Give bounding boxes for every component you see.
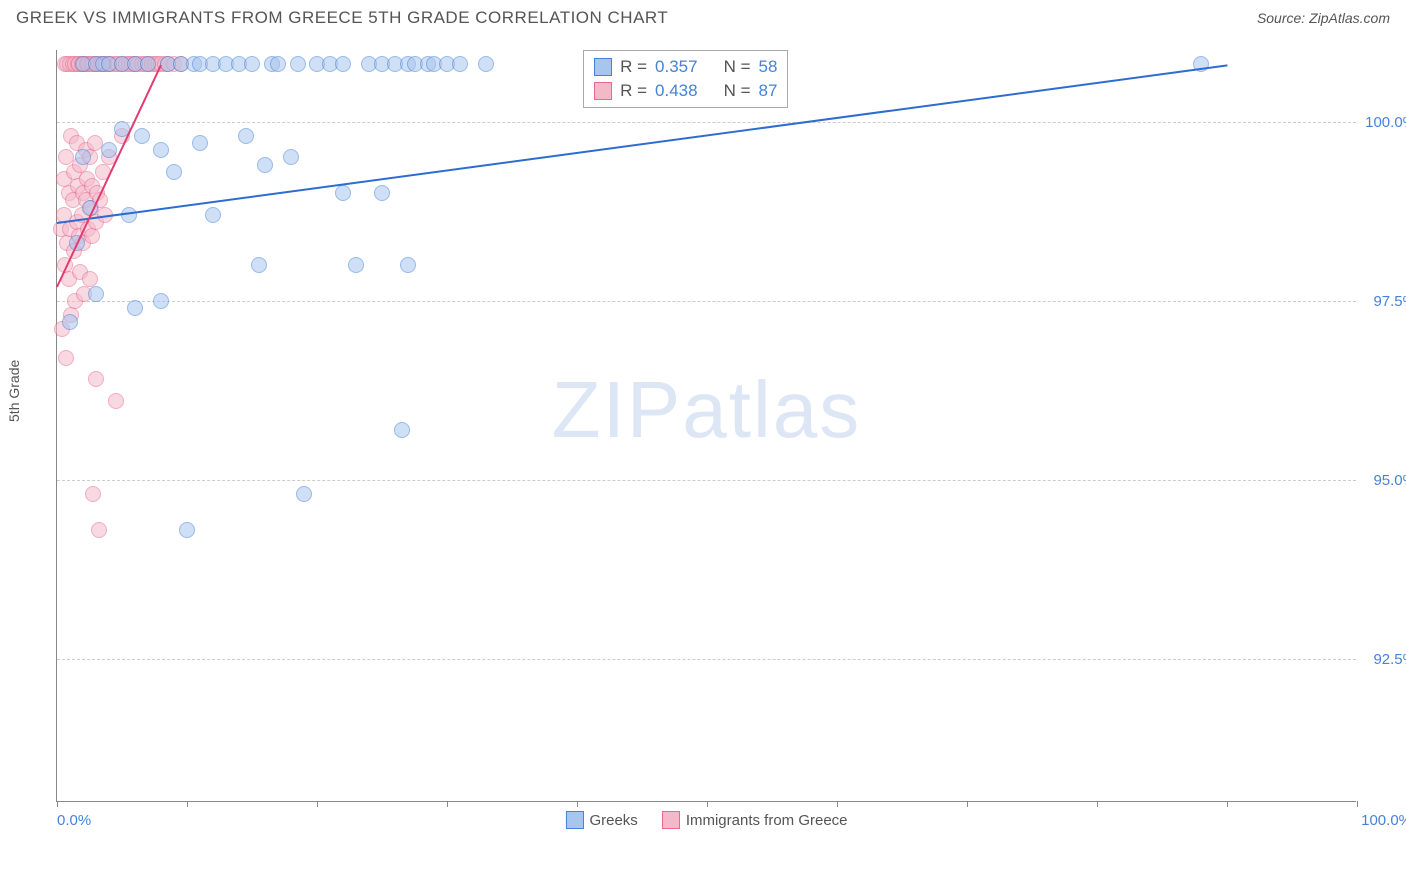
scatter-point [179,522,195,538]
x-tick [1357,801,1358,807]
correlation-legend: R = 0.357 N = 58 R = 0.438 N = 87 [583,50,788,108]
watermark-light: atlas [682,365,861,454]
correlation-legend-row: R = 0.357 N = 58 [594,55,777,79]
scatter-point [85,486,101,502]
r-label: R = [620,81,647,101]
y-tick-label: 97.5% [1360,293,1406,310]
scatter-point [88,371,104,387]
legend-label: Greeks [589,812,637,829]
legend-swatch [565,811,583,829]
gridline [57,480,1356,481]
legend-swatch [662,811,680,829]
r-value: 0.438 [655,81,698,101]
scatter-point [374,185,390,201]
legend-swatch [594,82,612,100]
y-tick-label: 100.0% [1360,114,1406,131]
scatter-point [84,228,100,244]
n-value: 58 [759,57,778,77]
x-axis-label-max: 100.0% [1361,812,1406,829]
x-tick [187,801,188,807]
scatter-point [348,257,364,273]
scatter-point [296,486,312,502]
source-label: Source: ZipAtlas.com [1257,10,1390,26]
scatter-point [58,350,74,366]
scatter-point [270,56,286,72]
x-axis-label-min: 0.0% [57,812,91,829]
scatter-point [127,300,143,316]
scatter-point [244,56,260,72]
y-tick-label: 92.5% [1360,651,1406,668]
chart-title: GREEK VS IMMIGRANTS FROM GREECE 5TH GRAD… [16,8,668,28]
scatter-point [166,164,182,180]
gridline [57,122,1356,123]
x-tick [967,801,968,807]
scatter-point [192,135,208,151]
scatter-point [478,56,494,72]
x-tick [57,801,58,807]
scatter-point [88,286,104,302]
scatter-point [91,522,107,538]
scatter-point [251,257,267,273]
scatter-point [153,142,169,158]
scatter-point [238,128,254,144]
x-tick [1227,801,1228,807]
scatter-point [290,56,306,72]
x-tick [707,801,708,807]
bottom-legend: Greeks Immigrants from Greece [565,811,847,829]
legend-item: Greeks [565,811,637,829]
n-label: N = [724,81,751,101]
header: GREEK VS IMMIGRANTS FROM GREECE 5TH GRAD… [0,0,1406,32]
x-tick [447,801,448,807]
scatter-point [108,393,124,409]
scatter-point [62,314,78,330]
scatter-point [75,149,91,165]
r-label: R = [620,57,647,77]
scatter-point [452,56,468,72]
scatter-point [257,157,273,173]
correlation-legend-row: R = 0.438 N = 87 [594,79,777,103]
scatter-point [394,422,410,438]
n-label: N = [724,57,751,77]
scatter-point [205,207,221,223]
scatter-point [335,185,351,201]
legend-item: Immigrants from Greece [662,811,848,829]
scatter-point [134,128,150,144]
chart-wrap: 5th Grade ZIPatlas 0.0% 100.0% GreeksImm… [18,32,1388,852]
watermark-bold: ZIP [552,365,682,454]
x-tick [317,801,318,807]
gridline [57,659,1356,660]
legend-swatch [594,58,612,76]
legend-label: Immigrants from Greece [686,812,848,829]
x-tick [837,801,838,807]
n-value: 87 [759,81,778,101]
y-tick-label: 95.0% [1360,472,1406,489]
watermark: ZIPatlas [552,364,861,456]
x-tick [1097,801,1098,807]
scatter-point [101,142,117,158]
plot-area: ZIPatlas 0.0% 100.0% GreeksImmigrants fr… [56,50,1356,802]
chart-container: GREEK VS IMMIGRANTS FROM GREECE 5TH GRAD… [0,0,1406,892]
scatter-point [335,56,351,72]
scatter-point [400,257,416,273]
gridline [57,301,1356,302]
x-tick [577,801,578,807]
scatter-point [283,149,299,165]
r-value: 0.357 [655,57,698,77]
y-axis-label: 5th Grade [6,360,22,422]
scatter-point [153,293,169,309]
scatter-point [140,56,156,72]
